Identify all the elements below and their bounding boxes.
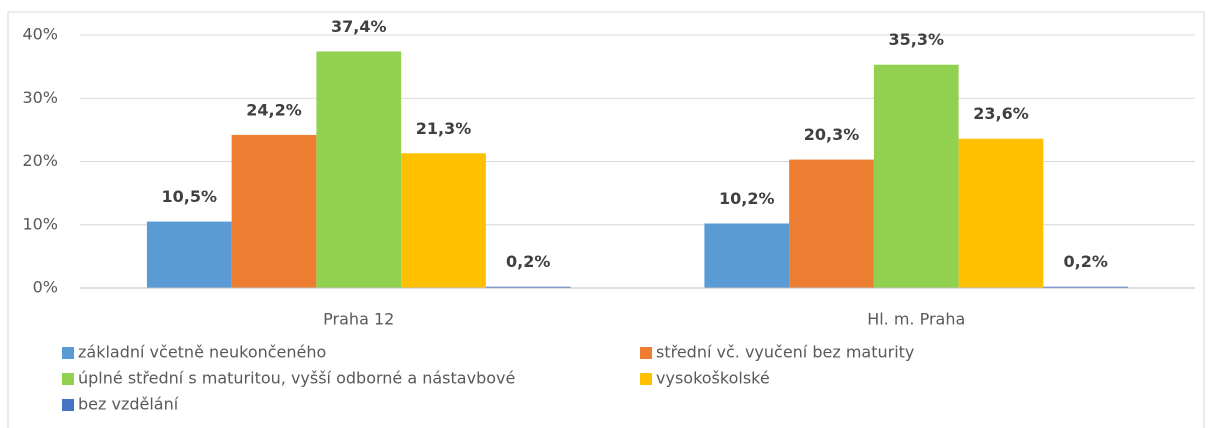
bar: [789, 159, 874, 288]
y-tick-label: 20%: [22, 151, 58, 170]
value-label: 21,3%: [416, 119, 472, 138]
bar: [485, 286, 571, 288]
legend-label: základní včetně neukončeného: [78, 343, 326, 362]
value-label: 10,2%: [719, 189, 775, 208]
value-label: 20,3%: [804, 125, 860, 144]
value-label: 0,2%: [1064, 252, 1108, 271]
bar: [1043, 286, 1129, 288]
value-label: 37,4%: [331, 17, 387, 36]
bar: [316, 51, 402, 288]
value-label: 23,6%: [973, 104, 1029, 123]
bar: [401, 153, 486, 288]
legend-swatch: [62, 347, 74, 359]
legend-label: úplné střední s maturitou, vyšší odborné…: [78, 369, 515, 388]
legend-swatch: [62, 373, 74, 385]
value-label: 35,3%: [888, 30, 944, 49]
value-label: 10,5%: [162, 187, 218, 206]
y-tick-label: 40%: [22, 25, 58, 44]
legend-swatch: [640, 347, 652, 359]
x-tick-label: Hl. m. Praha: [867, 310, 965, 329]
y-tick-label: 30%: [22, 88, 58, 107]
legend-label: vysokoškolské: [656, 369, 770, 388]
value-label: 24,2%: [246, 100, 302, 119]
y-tick-label: 0%: [33, 278, 58, 297]
chart-border: [7, 11, 1205, 428]
bar: [146, 221, 232, 288]
legend-label: bez vzdělání: [78, 395, 179, 414]
legend-label: střední vč. vyučení bez maturity: [656, 343, 914, 362]
bar: [873, 64, 959, 288]
legend-swatch: [640, 373, 652, 385]
x-tick-label: Praha 12: [323, 310, 394, 329]
bar: [231, 134, 317, 288]
y-tick-label: 10%: [22, 214, 58, 233]
bar: [958, 138, 1044, 288]
bar: [704, 223, 790, 288]
legend-swatch: [62, 399, 74, 411]
value-label: 0,2%: [506, 252, 550, 271]
